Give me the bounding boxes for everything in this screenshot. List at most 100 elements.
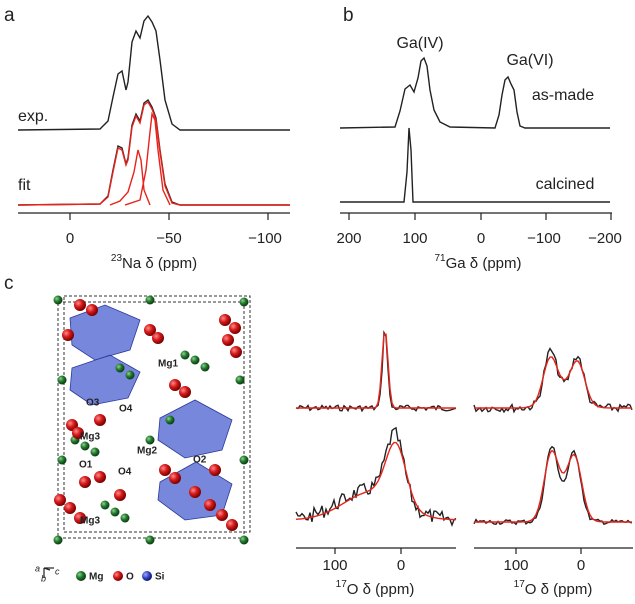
o-atom bbox=[54, 494, 66, 506]
legend-swatch bbox=[142, 571, 152, 581]
trace-label: exp. bbox=[18, 108, 48, 125]
fit-component bbox=[124, 111, 171, 206]
mg-atom bbox=[145, 435, 155, 445]
o-atom bbox=[79, 476, 91, 488]
mg-atom bbox=[145, 535, 155, 545]
mg-atom bbox=[239, 535, 249, 545]
peak-label: Ga(VI) bbox=[506, 52, 553, 69]
tick-label: −50 bbox=[156, 230, 181, 247]
fit-component bbox=[17, 100, 290, 206]
o-atom bbox=[64, 502, 76, 514]
mg-atom bbox=[57, 455, 67, 465]
superscript: 17 bbox=[514, 579, 526, 590]
o-atom bbox=[144, 324, 156, 336]
mg-atom bbox=[53, 535, 63, 545]
trace-label: as-made bbox=[532, 87, 594, 104]
superscript: 71 bbox=[435, 253, 447, 264]
tick-label: 100 bbox=[402, 230, 427, 247]
mg-atom bbox=[235, 375, 245, 385]
site-labels: Mg1 O3 O4 Mg3 Mg2 O1 O4 O2 Mg3 bbox=[79, 359, 207, 527]
polyhedra bbox=[69, 304, 233, 521]
tick-label: 200 bbox=[336, 230, 361, 247]
mg-atom bbox=[190, 355, 200, 365]
site-label: O1 bbox=[79, 460, 93, 471]
o-atom bbox=[114, 489, 126, 501]
o-atom bbox=[169, 379, 181, 391]
unit-cell bbox=[63, 295, 251, 533]
tick-label: 100 bbox=[503, 557, 528, 574]
site-label: O3 bbox=[86, 398, 100, 409]
o-atom bbox=[62, 329, 74, 341]
tick-label: −100 bbox=[248, 230, 282, 247]
spectrum bbox=[295, 426, 457, 527]
o17-spectra bbox=[295, 329, 633, 527]
axis-title: 17O δ (ppm) bbox=[514, 579, 593, 598]
o-atom bbox=[169, 472, 181, 484]
fit-curve bbox=[295, 441, 457, 521]
panel-label: b bbox=[343, 5, 354, 26]
spectrum bbox=[473, 347, 633, 414]
o-atom bbox=[94, 414, 106, 426]
o-atom bbox=[216, 509, 228, 521]
o-atom bbox=[222, 334, 234, 346]
site-label: Mg3 bbox=[80, 432, 100, 443]
superscript: 17 bbox=[336, 579, 348, 590]
axis-letter: a bbox=[35, 563, 40, 573]
mg-atom bbox=[165, 415, 175, 425]
site-label: O4 bbox=[118, 467, 132, 478]
mg-atom bbox=[125, 370, 135, 380]
mg-atom bbox=[239, 297, 249, 307]
o-atom bbox=[74, 512, 86, 524]
ticks bbox=[348, 213, 612, 220]
superscript: 23 bbox=[111, 253, 123, 264]
peak-label: Ga(IV) bbox=[396, 35, 443, 52]
spectrum bbox=[17, 14, 290, 131]
o-atom bbox=[74, 299, 86, 311]
tick-label: 0 bbox=[397, 557, 405, 574]
mg-atom bbox=[100, 500, 110, 510]
mg-atom bbox=[80, 441, 90, 451]
tick-label: −200 bbox=[588, 230, 622, 247]
mg-atom bbox=[90, 447, 100, 457]
o-atom bbox=[189, 486, 201, 498]
tick-label: 0 bbox=[66, 230, 74, 247]
spectrum bbox=[295, 329, 457, 413]
mg-atom bbox=[115, 363, 125, 373]
axis-title: 17O δ (ppm) bbox=[336, 579, 415, 598]
crystal-structure bbox=[53, 295, 251, 545]
site-label: Mg3 bbox=[80, 516, 100, 527]
legend-label: Si bbox=[155, 572, 165, 583]
panel-label: a bbox=[4, 5, 15, 26]
fit-curve bbox=[474, 449, 632, 523]
axis-title: 71Ga δ (ppm) bbox=[435, 253, 522, 272]
o-atom bbox=[219, 314, 231, 326]
legend-label: Mg bbox=[89, 572, 103, 583]
axis-text: O δ (ppm) bbox=[525, 581, 593, 598]
axis-letter: b bbox=[41, 573, 46, 583]
mg-atom bbox=[120, 513, 130, 523]
trace-label: fit bbox=[18, 177, 31, 194]
axis-text: Na δ (ppm) bbox=[122, 255, 197, 272]
site-label: Mg1 bbox=[158, 359, 178, 370]
tick-label: 0 bbox=[577, 557, 585, 574]
o-atom bbox=[152, 332, 164, 344]
spectrum bbox=[339, 56, 610, 129]
o-atom bbox=[229, 322, 241, 334]
o-atom bbox=[226, 519, 238, 531]
mg-atom bbox=[239, 455, 249, 465]
legend-swatch bbox=[76, 571, 86, 581]
o-atom bbox=[209, 464, 221, 476]
spectrum bbox=[473, 445, 633, 526]
ticks bbox=[69, 213, 269, 220]
mg-atom bbox=[110, 507, 120, 517]
axis-letter: c bbox=[55, 566, 60, 576]
legend: Mg O Si bbox=[76, 571, 165, 583]
o-atom bbox=[72, 427, 84, 439]
o-atom bbox=[179, 386, 191, 398]
tick-label: 100 bbox=[322, 557, 347, 574]
site-label: O2 bbox=[193, 455, 207, 466]
axis-text: O δ (ppm) bbox=[347, 581, 415, 598]
mg-atom bbox=[200, 362, 210, 372]
panel-label: c bbox=[4, 273, 14, 294]
trace-label: calcined bbox=[536, 176, 595, 193]
